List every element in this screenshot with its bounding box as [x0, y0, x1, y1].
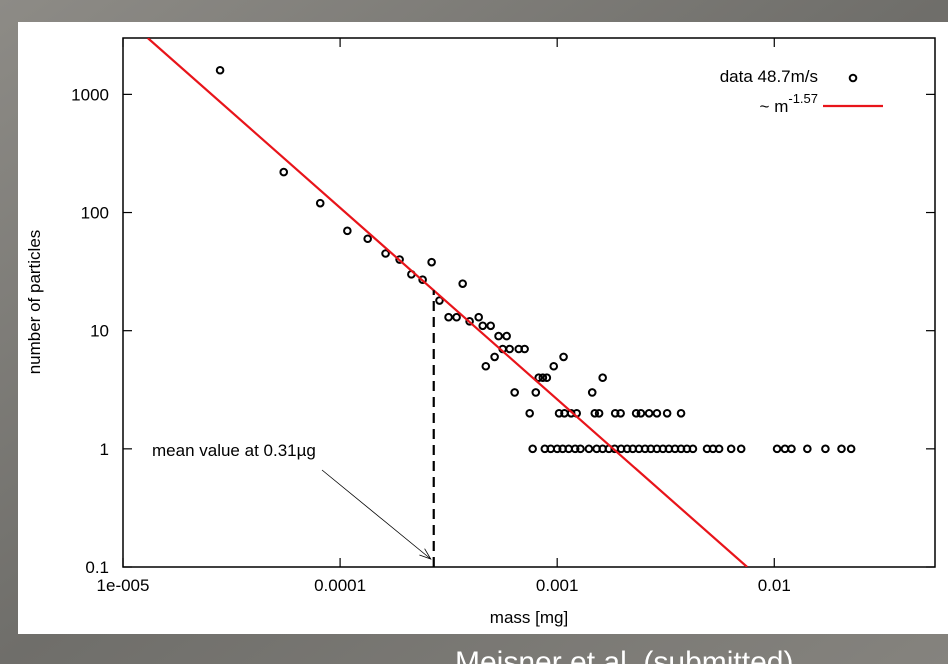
annotation-arrow — [321, 469, 431, 560]
data-point — [594, 408, 604, 418]
data-point — [534, 373, 544, 383]
chart-panel — [18, 22, 948, 634]
data-point — [458, 279, 467, 288]
data-point — [590, 408, 600, 418]
data-point — [787, 444, 796, 454]
y-tick-label: 100 — [81, 204, 109, 223]
data-point — [505, 344, 514, 354]
y-tick-label: 0.1 — [85, 558, 109, 577]
plot-frame — [122, 37, 936, 568]
data-point — [395, 255, 404, 264]
data-point — [821, 444, 830, 454]
data-point — [616, 408, 625, 418]
data-point — [542, 373, 552, 383]
legend-label: data 48.7m/s — [720, 67, 818, 86]
x-tick-label: 0.001 — [536, 576, 579, 595]
x-tick-label: 1e-005 — [97, 576, 150, 595]
data-point — [726, 444, 736, 454]
data-point — [636, 408, 646, 418]
data-point — [576, 444, 585, 454]
data-point — [688, 444, 698, 454]
annotation-label: mean value at 0.31µg — [152, 441, 316, 460]
data-point — [215, 65, 225, 75]
legend-superscript: -1.57 — [788, 91, 818, 106]
y-axis-label: number of particles — [25, 230, 44, 375]
data-point — [381, 249, 390, 258]
data-point — [554, 408, 564, 418]
data-point — [510, 388, 519, 397]
data-point — [494, 331, 503, 341]
data-point — [610, 408, 620, 418]
data-point — [363, 234, 372, 244]
data-point — [502, 331, 511, 341]
data-point — [587, 388, 597, 397]
data-point — [525, 408, 534, 418]
data-point — [427, 257, 436, 267]
data-point — [837, 444, 846, 454]
data-point — [652, 408, 662, 418]
data-point — [465, 317, 474, 326]
data-point — [803, 444, 812, 454]
data-point — [549, 361, 559, 371]
data-point — [531, 388, 541, 397]
data-point — [631, 408, 641, 418]
data-point — [435, 296, 444, 305]
annotation-arrowhead — [419, 548, 432, 560]
data-point — [559, 352, 568, 362]
y-tick-label: 10 — [90, 322, 109, 341]
data-point — [315, 198, 325, 208]
x-axis-label: mass [mg] — [490, 608, 568, 627]
data-point — [444, 312, 453, 322]
data-point — [598, 373, 607, 383]
data-point — [343, 226, 352, 236]
x-tick-label: 0.0001 — [314, 576, 366, 595]
x-tick-label: 0.01 — [758, 576, 791, 595]
data-point — [714, 444, 724, 454]
data-point — [570, 444, 580, 454]
data-point — [490, 352, 499, 362]
data-point — [418, 275, 427, 285]
data-point — [846, 444, 856, 454]
data-point — [478, 321, 488, 331]
fit-line — [147, 38, 748, 567]
y-tick-label: 1 — [100, 440, 109, 459]
data-point — [676, 408, 686, 418]
data-point — [528, 444, 537, 454]
data-point — [279, 167, 289, 177]
data-point — [481, 361, 491, 371]
data-point — [520, 344, 529, 354]
data-point — [486, 321, 495, 331]
data-point — [552, 444, 562, 454]
y-tick-label: 1000 — [71, 85, 109, 104]
data-point — [772, 444, 782, 454]
data-point — [452, 312, 461, 322]
legend-marker — [848, 73, 858, 83]
data-point — [644, 408, 654, 418]
caption: Meisner et al. (submitted) — [455, 646, 793, 664]
data-point — [474, 312, 484, 322]
data-point — [662, 408, 672, 418]
data-point — [736, 444, 746, 454]
data-point — [584, 444, 594, 454]
data-point — [538, 373, 548, 383]
plot-area — [147, 38, 856, 567]
